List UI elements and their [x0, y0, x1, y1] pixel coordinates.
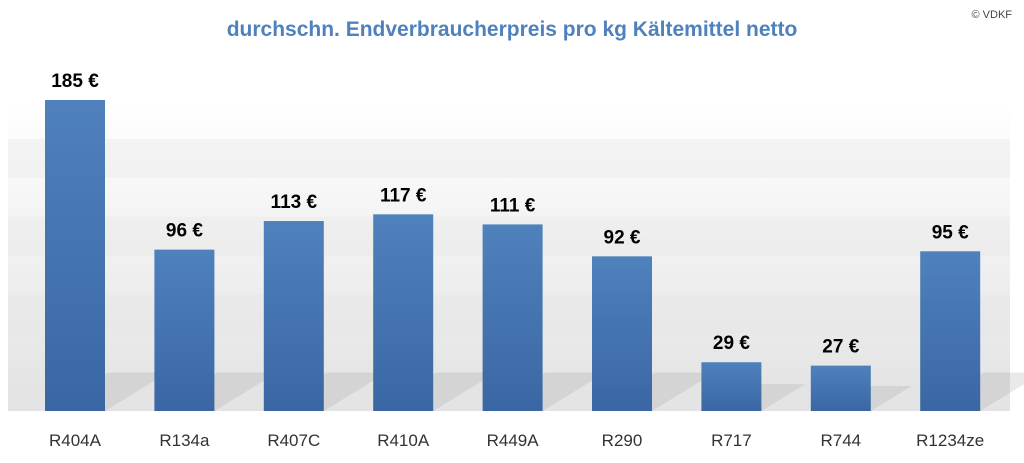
background-band: [8, 138, 1010, 178]
category-labels: R404A R134a R407C R410A R449A R290 R717 R744 R12…: [49, 431, 984, 450]
value-label: 95 €: [932, 222, 969, 243]
category-label: R1234ze: [916, 431, 984, 450]
bar-r744: [810, 365, 871, 411]
category-label: R449A: [487, 431, 540, 450]
category-label: R407C: [267, 431, 320, 450]
value-label: 96 €: [166, 221, 203, 242]
value-label: 92 €: [604, 227, 641, 248]
bar-r404a: [45, 100, 105, 411]
chart-title: durchschn. Endverbraucherpreis pro kg Kä…: [226, 18, 798, 41]
bar-r407c: [263, 221, 324, 411]
value-label: 185 €: [51, 71, 99, 92]
value-label: 113 €: [271, 192, 318, 213]
category-label: R744: [820, 431, 861, 450]
value-label: 117 €: [380, 185, 427, 206]
bar-r134a: [154, 249, 215, 411]
bar-r1234ze: [920, 251, 981, 411]
copyright-notice: © VDKF: [971, 9, 1013, 21]
value-label: 27 €: [822, 337, 859, 358]
bars: [45, 100, 981, 411]
value-label: 111 €: [490, 195, 536, 216]
bar-r290: [592, 256, 652, 411]
category-label: R717: [711, 431, 752, 450]
value-labels: 185 € 96 € 113 € 117 € 111 € 92 € 29 € 27 € 95 €: [51, 71, 969, 358]
bar-r449a: [482, 224, 543, 411]
value-label: 29 €: [713, 333, 750, 354]
bar-r410a: [373, 214, 434, 411]
category-label: R410A: [377, 431, 430, 450]
category-label: R134a: [159, 431, 210, 450]
bar-r717: [701, 362, 762, 411]
category-label: R404A: [49, 431, 102, 450]
category-label: R290: [602, 431, 643, 450]
